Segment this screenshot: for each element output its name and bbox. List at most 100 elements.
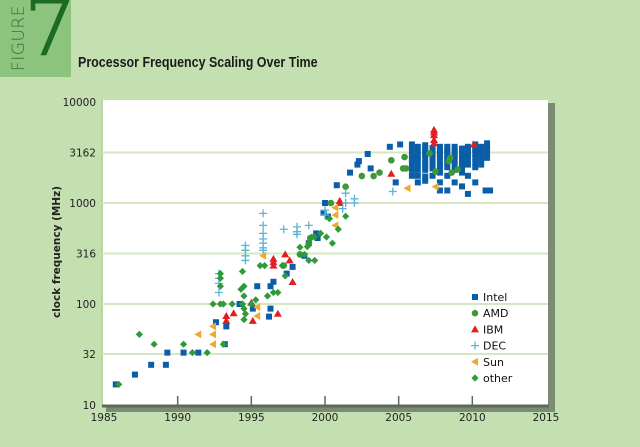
legend-item-dec: DEC	[471, 340, 506, 353]
data-point-intel	[422, 166, 429, 173]
data-point-other	[311, 256, 319, 265]
data-point-intel	[484, 154, 491, 161]
data-point-intel	[478, 145, 485, 152]
data-point-intel	[354, 161, 361, 168]
y-tick-label: 316	[76, 249, 96, 261]
data-point-sun	[194, 330, 202, 339]
data-point-amd	[446, 154, 454, 162]
data-point-intel	[464, 161, 471, 168]
data-point-sun	[331, 203, 339, 212]
data-point-intel	[414, 148, 421, 155]
data-point-other	[219, 340, 227, 348]
data-point-intel	[414, 179, 421, 186]
data-point-intel	[484, 145, 491, 152]
data-point-intel	[408, 166, 415, 173]
data-point-amd	[448, 169, 456, 176]
data-point-intel	[464, 157, 471, 164]
data-point-dec	[279, 225, 288, 234]
data-point-other	[296, 250, 304, 258]
data-point-other	[203, 349, 211, 357]
data-point-dec	[259, 246, 268, 255]
data-point-other	[328, 239, 336, 247]
data-point-other	[240, 292, 248, 300]
data-point-intel	[364, 150, 371, 157]
data-point-intel	[164, 349, 171, 356]
x-tick-label: 2005	[385, 412, 412, 424]
y-tick-label: 100	[76, 299, 96, 311]
data-point-other	[219, 300, 227, 308]
data-point-other	[260, 261, 269, 270]
data-point-intel	[436, 179, 443, 186]
data-point-intel	[422, 154, 429, 161]
data-point-intel	[478, 161, 485, 168]
data-point-intel	[408, 151, 415, 158]
data-point-intel	[414, 143, 421, 150]
y-axis-label: clock frequency (MHz)	[51, 186, 63, 318]
legend-item-other: other	[471, 372, 513, 385]
data-point-intel	[422, 151, 429, 158]
data-point-intel	[408, 172, 415, 179]
data-point-intel	[180, 349, 187, 356]
data-point-other	[247, 300, 255, 308]
x-tick-label: 2015	[533, 412, 560, 424]
data-point-other	[241, 310, 250, 318]
data-point-amd	[454, 166, 461, 173]
data-point-intel	[459, 169, 466, 176]
data-point-ibm	[269, 258, 278, 266]
data-point-dec	[350, 199, 359, 207]
data-point-other	[263, 292, 272, 300]
legend-item-ibm: IBM	[471, 323, 503, 336]
y-tick-label: 32	[83, 349, 96, 361]
data-point-other	[325, 215, 334, 223]
data-point-ibm	[387, 169, 396, 177]
data-point-intel	[436, 154, 443, 161]
data-point-intel	[464, 147, 471, 154]
data-point-intel	[162, 361, 169, 368]
data-point-intel	[283, 270, 290, 277]
data-point-intel	[422, 142, 429, 149]
triangle-marker-icon	[471, 325, 479, 333]
x-tick-label: 1990	[164, 412, 191, 424]
data-point-intel	[422, 145, 429, 152]
square-marker-icon	[472, 294, 478, 300]
data-point-dec	[341, 189, 350, 198]
data-point-intel	[347, 169, 354, 176]
series-other	[115, 212, 350, 388]
data-point-intel	[414, 172, 421, 179]
legend-label: IBM	[483, 323, 503, 336]
legend-label: Intel	[483, 291, 507, 304]
data-point-amd	[376, 169, 383, 176]
legend-item-sun: Sun	[471, 356, 504, 369]
data-point-other	[209, 300, 217, 308]
data-point-dec	[241, 256, 250, 265]
y-tick-label: 10000	[63, 97, 96, 109]
triangle-left-marker-icon	[471, 357, 478, 366]
data-point-intel	[436, 187, 443, 194]
data-point-ibm	[248, 316, 257, 324]
data-point-other	[135, 330, 143, 339]
data-point-other	[150, 340, 158, 348]
data-point-ibm	[285, 256, 294, 264]
data-point-intel	[459, 164, 466, 171]
data-point-amd	[402, 165, 410, 172]
data-point-ibm	[273, 309, 282, 317]
data-point-intel	[267, 305, 274, 312]
data-point-sun	[403, 184, 411, 193]
data-point-intel	[270, 278, 277, 285]
data-point-other	[274, 288, 282, 297]
data-point-intel	[267, 283, 274, 290]
legend-label: DEC	[483, 340, 506, 353]
diamond-marker-icon	[471, 374, 479, 382]
data-point-intel	[451, 157, 458, 164]
data-point-intel	[459, 183, 466, 190]
data-point-intel	[223, 323, 230, 330]
data-point-intel	[429, 172, 436, 179]
data-point-intel	[444, 164, 451, 171]
data-point-other	[179, 340, 188, 348]
data-point-amd	[370, 172, 377, 180]
data-point-other	[216, 274, 224, 282]
data-point-other	[305, 256, 313, 265]
data-point-ibm	[222, 316, 231, 324]
plus-marker-icon	[471, 341, 479, 350]
